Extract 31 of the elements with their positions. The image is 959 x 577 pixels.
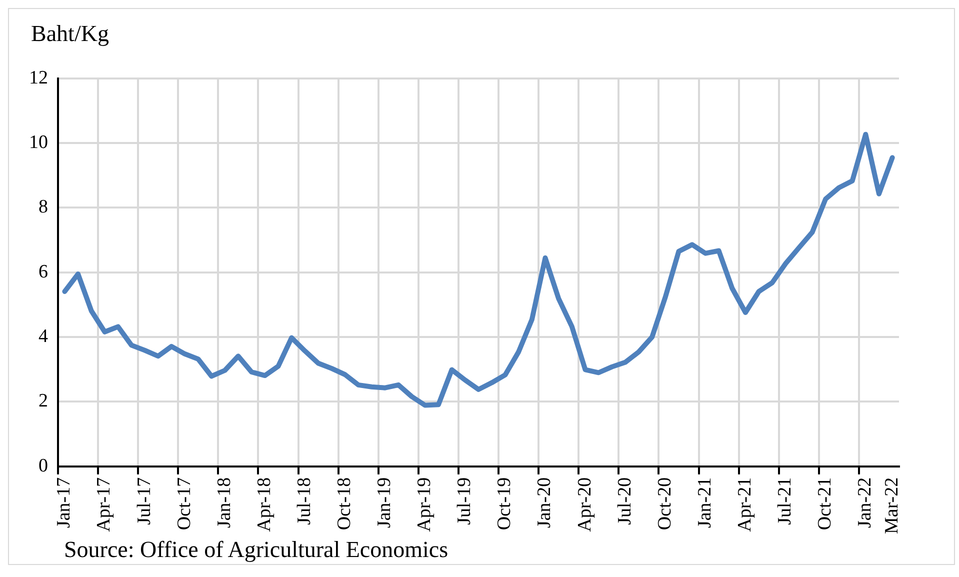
x-tick-label: Jan-21: [694, 477, 716, 528]
x-tick-label: Oct-17: [174, 477, 195, 530]
x-tick-label: Jul-21: [774, 477, 796, 525]
x-tick-label: Oct-18: [334, 477, 355, 530]
x-tick-label: Apr-18: [254, 477, 275, 532]
x-tick-label: Jan-22: [854, 477, 876, 528]
x-tick-label: Jul-20: [614, 477, 636, 525]
y-tick-label: 8: [38, 196, 48, 218]
y-tick-label: 10: [29, 132, 48, 154]
x-tick-label: Jul-19: [454, 477, 476, 525]
x-tick-label: Jul-17: [134, 477, 155, 525]
x-tick-label: Jan-18: [214, 477, 235, 528]
x-tick-label: Apr-21: [734, 477, 756, 532]
y-tick-label: 4: [38, 326, 48, 348]
x-tick-label: Apr-17: [94, 477, 115, 532]
x-tick-label: Jul-18: [294, 477, 315, 525]
x-tick-label: Apr-19: [414, 477, 436, 532]
y-tick-label: 2: [38, 390, 48, 412]
x-tick-label: Jan-19: [374, 477, 396, 528]
x-tick-label: Apr-20: [574, 477, 596, 532]
x-tick-label: Mar-22: [881, 477, 902, 534]
x-tick-label: Oct-20: [654, 477, 676, 530]
y-tick-label: 0: [38, 455, 48, 476]
y-tick-label: 12: [29, 67, 48, 88]
y-axis-title: Baht/Kg: [31, 21, 109, 47]
x-tick-label: Oct-19: [494, 477, 516, 530]
source-note: Source: Office of Agricultural Economics: [64, 537, 448, 563]
x-tick-label: Jan-20: [534, 477, 556, 528]
x-tick-label: Oct-21: [814, 477, 836, 530]
y-tick-label: 6: [38, 261, 48, 282]
x-tick-label: Jan-17: [54, 477, 75, 528]
